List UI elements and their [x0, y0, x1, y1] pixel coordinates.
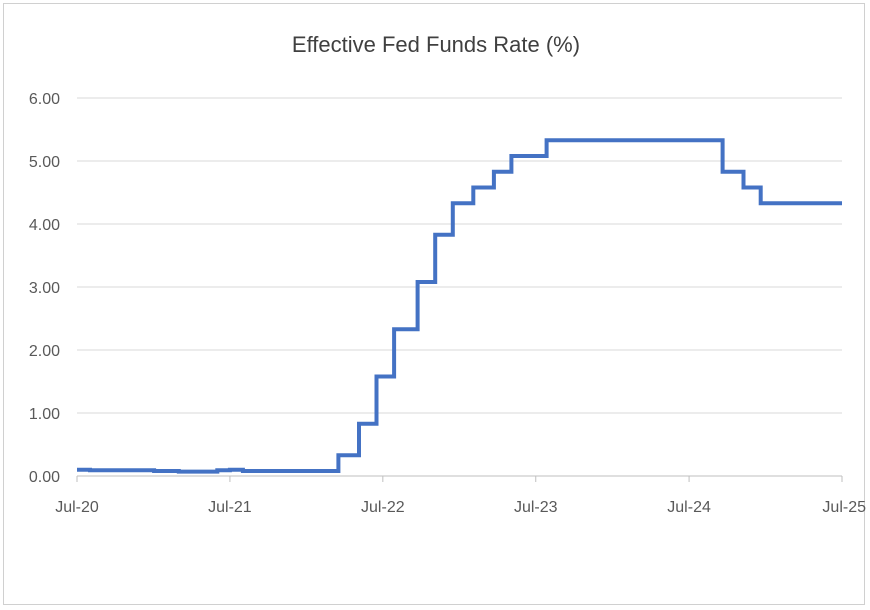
x-tick-label: Jul-24: [667, 499, 711, 516]
series-line: [77, 138, 842, 474]
y-tick-label: 0.00: [29, 469, 60, 486]
y-tick-label: 2.00: [29, 343, 60, 360]
chart-frame: [3, 3, 865, 605]
x-tick-label: Jul-23: [514, 499, 558, 516]
x-tick-label: Jul-20: [55, 499, 99, 516]
y-axis-tick-labels: 0.00 1.00 2.00 3.00 4.00 5.00 6.00: [29, 91, 60, 486]
x-axis-tick-labels: Jul-20 Jul-21 Jul-22 Jul-23 Jul-24 Jul-25: [55, 499, 866, 516]
x-tick-label: Jul-22: [361, 499, 405, 516]
y-tick-label: 1.00: [29, 406, 60, 423]
y-tick-label: 6.00: [29, 91, 60, 108]
y-tick-label: 3.00: [29, 280, 60, 297]
series-layer: [77, 138, 842, 474]
gridlines: [76, 97, 843, 482]
chart-title: Effective Fed Funds Rate (%): [292, 32, 580, 57]
x-tick-label: Jul-21: [208, 499, 252, 516]
x-tick-label: Jul-25: [822, 499, 866, 516]
y-tick-label: 4.00: [29, 217, 60, 234]
y-tick-label: 5.00: [29, 154, 60, 171]
